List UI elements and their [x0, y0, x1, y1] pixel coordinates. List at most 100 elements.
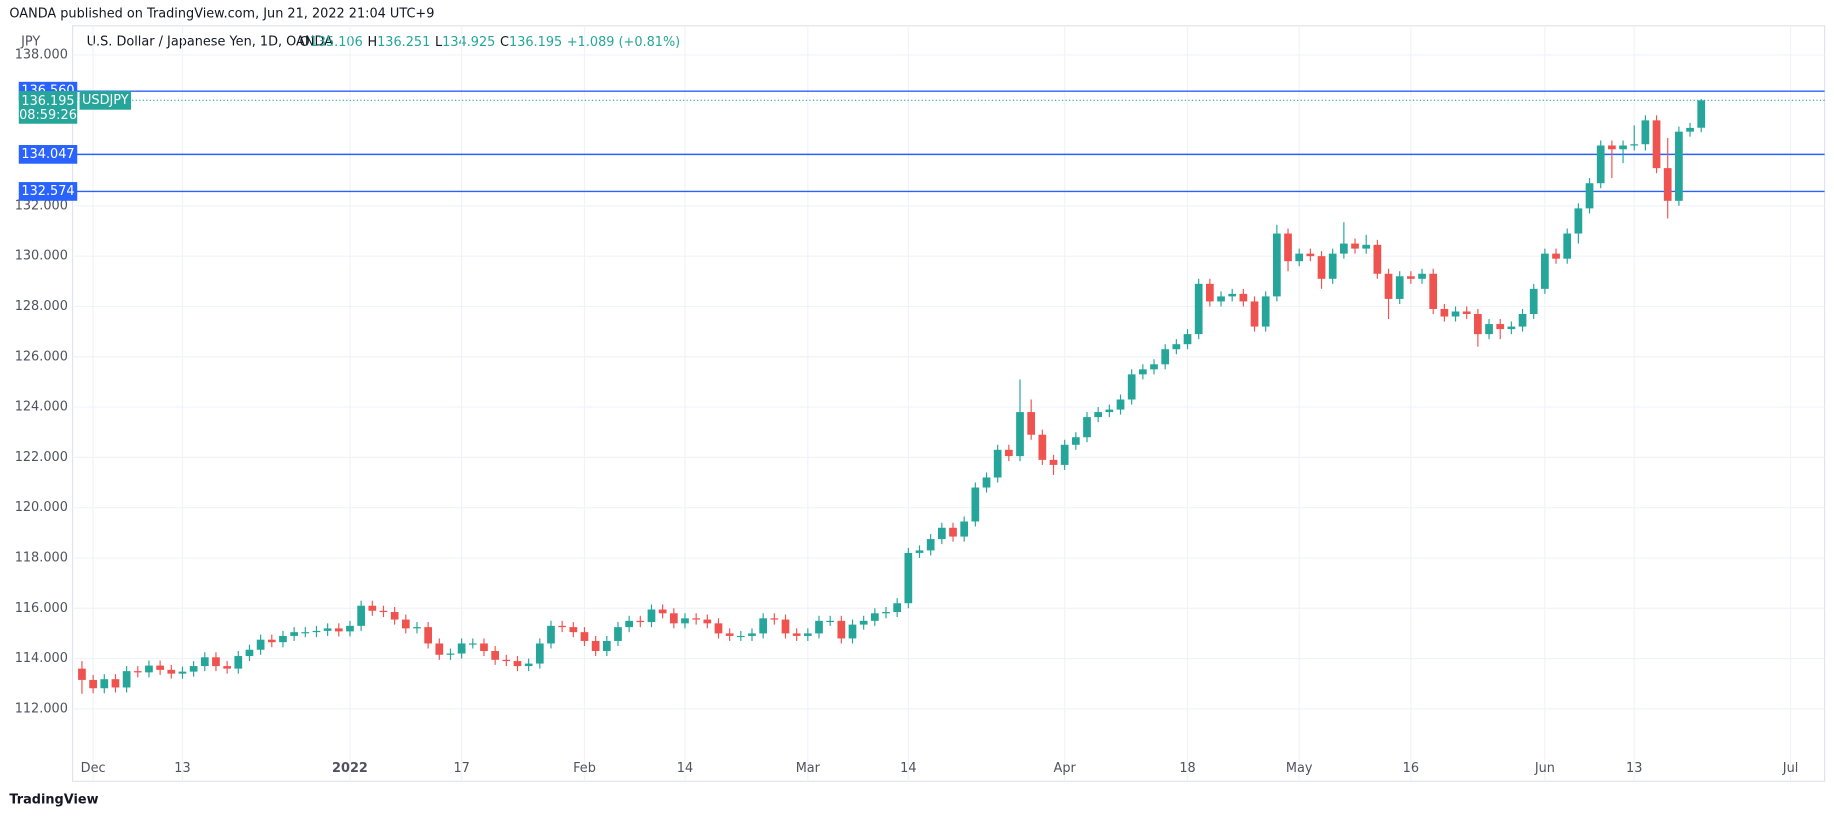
candle-body — [1686, 127, 1694, 132]
candle-body — [357, 605, 365, 626]
candle-body — [669, 613, 678, 624]
candle-body — [1496, 324, 1505, 330]
candle-body — [223, 666, 231, 669]
ohlc-value: 136.195 — [509, 35, 562, 50]
x-tick-label: Mar — [796, 761, 821, 776]
candle-body — [1563, 233, 1572, 259]
candle-body — [312, 630, 321, 633]
candle-body — [1239, 293, 1248, 302]
candle-body — [535, 643, 544, 664]
candle-body — [1395, 276, 1404, 299]
x-tick-label: 14 — [677, 761, 693, 776]
candle-body — [636, 620, 645, 623]
countdown-label: 08:59:26 — [19, 108, 77, 123]
candle-body — [457, 643, 466, 654]
candle-body — [111, 679, 120, 688]
candle-body — [558, 625, 567, 628]
candle-body — [468, 643, 477, 645]
candle-body — [1228, 293, 1237, 297]
candle-body — [1697, 100, 1706, 128]
candle-body — [290, 632, 298, 636]
candle-body — [1351, 243, 1359, 249]
y-tick-label: 126.000 — [15, 349, 68, 364]
candle-body — [1127, 374, 1136, 400]
candle-body — [1250, 301, 1259, 327]
candle-body — [1485, 324, 1493, 335]
candle-body — [100, 679, 109, 689]
hline-label-box — [18, 145, 78, 164]
candle-body — [212, 657, 220, 667]
published-note: OANDA published on TradingView.com, Jun … — [9, 7, 434, 22]
candle-body — [368, 605, 377, 611]
candle-body — [591, 640, 600, 652]
chart-frame — [71, 25, 1826, 782]
candle-body — [848, 624, 857, 639]
candle-body — [1116, 399, 1125, 410]
candle-body — [1507, 326, 1516, 330]
x-tick-label: 14 — [900, 761, 916, 776]
candle-body — [1552, 253, 1560, 259]
candle-body — [1183, 334, 1192, 345]
candle-body — [245, 649, 254, 657]
y-tick-label: 122.000 — [15, 450, 68, 465]
x-tick-label: 18 — [1179, 761, 1195, 776]
hline-label: 132.574 — [21, 184, 74, 199]
x-tick-label: Jul — [1782, 761, 1799, 776]
candle-body — [133, 671, 142, 673]
candle-body — [960, 521, 969, 537]
candle-body — [1295, 253, 1304, 262]
candle-body — [234, 656, 243, 669]
candle-body — [279, 635, 287, 643]
y-tick-label: 118.000 — [15, 550, 68, 565]
ohlc-prefix: C — [500, 35, 509, 50]
candle-body — [949, 527, 957, 537]
candle-body — [1284, 233, 1292, 262]
candle-body — [1317, 256, 1326, 279]
x-tick-label: Jun — [1534, 761, 1555, 776]
candle-body — [1161, 349, 1170, 365]
candle-body — [826, 620, 835, 622]
candle-body — [1060, 444, 1069, 465]
candle-body — [882, 612, 890, 614]
candle-body — [1217, 296, 1225, 302]
candle-body — [491, 651, 500, 660]
candle-body — [401, 619, 410, 629]
ohlc-legend: O135.106 H136.251 L134.925 C136.195 +1.089 (… — [299, 35, 680, 50]
ohlc-prefix: L — [435, 35, 443, 50]
candle-body — [703, 619, 712, 624]
ohlc-value: 135.106 — [310, 35, 363, 50]
candle-body — [725, 633, 734, 636]
y-tick-label: 116.000 — [15, 601, 68, 616]
candle-body — [1340, 243, 1348, 254]
candle-body — [915, 550, 924, 553]
candle-body — [89, 679, 97, 689]
x-tick-label: 13 — [174, 761, 190, 776]
candle-body — [647, 609, 656, 623]
symbol-tag: USDJPY — [82, 93, 129, 108]
candle-body — [1529, 288, 1538, 314]
candle-body — [692, 618, 701, 620]
candle-body — [569, 627, 578, 633]
candle-body — [870, 613, 879, 621]
candle-body — [1105, 409, 1114, 413]
x-tick-label: May — [1286, 761, 1313, 776]
candle-body — [200, 657, 209, 667]
last-price-box — [18, 90, 78, 124]
candle-body — [1384, 273, 1393, 299]
chart-title: U.S. Dollar / Japanese Yen, 1D, OANDA — [87, 35, 334, 50]
y-tick-label: 128.000 — [15, 299, 68, 314]
candle-body — [1462, 311, 1471, 314]
candle-body — [926, 539, 935, 551]
candle-body — [614, 627, 622, 641]
candle-body — [748, 633, 756, 636]
candle-body — [937, 527, 946, 540]
candle-body — [1407, 276, 1415, 279]
candle-body — [1474, 313, 1482, 335]
candle-body — [1328, 253, 1337, 279]
candle-body — [1016, 412, 1024, 457]
candle-body — [267, 639, 276, 643]
candle-body — [1440, 308, 1449, 317]
footer-logo: TradingView — [9, 792, 98, 807]
candle-body — [1451, 311, 1460, 317]
candle-body — [480, 643, 488, 652]
